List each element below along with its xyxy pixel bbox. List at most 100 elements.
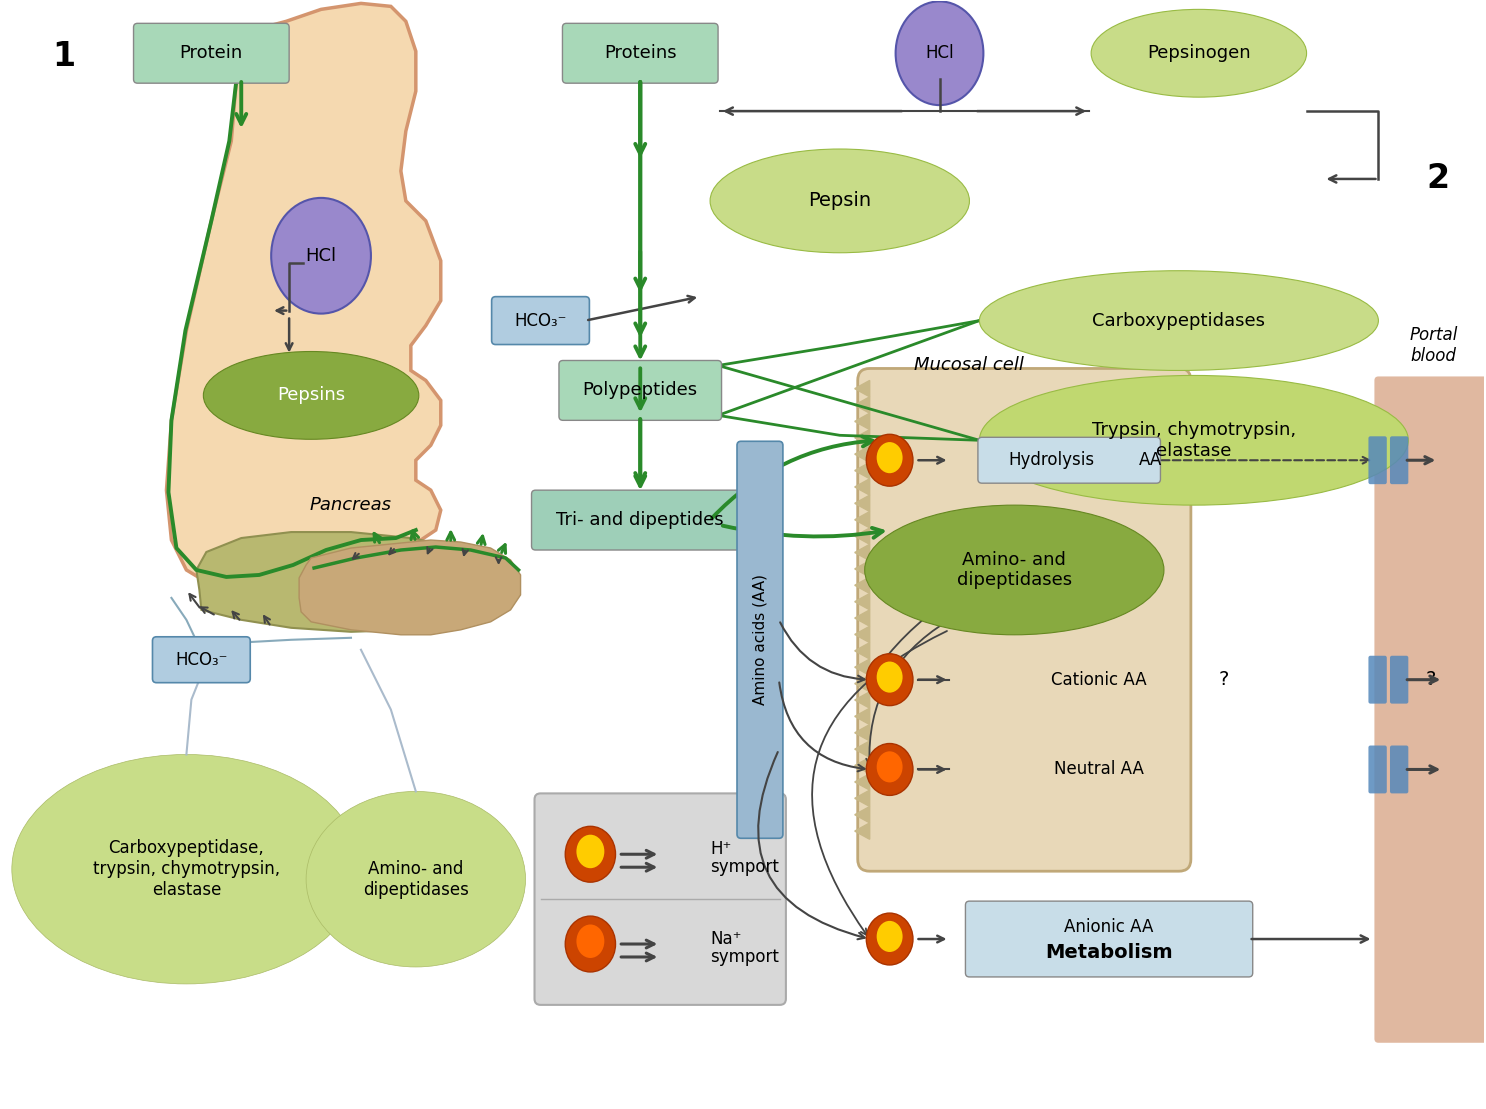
- Text: Tri- and dipeptides: Tri- and dipeptides: [556, 511, 724, 529]
- Polygon shape: [299, 540, 520, 634]
- Text: ?: ?: [1219, 670, 1229, 689]
- Polygon shape: [854, 545, 869, 561]
- FancyBboxPatch shape: [492, 296, 590, 345]
- Ellipse shape: [270, 197, 372, 314]
- Text: symport: symport: [710, 948, 779, 966]
- Text: 2: 2: [1427, 162, 1450, 195]
- Text: Amino acids (AA): Amino acids (AA): [752, 574, 767, 705]
- FancyBboxPatch shape: [563, 23, 718, 83]
- Text: HCl: HCl: [926, 44, 954, 62]
- Text: ?: ?: [1425, 670, 1435, 689]
- Polygon shape: [854, 577, 869, 593]
- Polygon shape: [854, 414, 869, 429]
- Polygon shape: [166, 3, 441, 588]
- FancyBboxPatch shape: [559, 360, 722, 420]
- FancyBboxPatch shape: [532, 490, 749, 550]
- Ellipse shape: [1091, 9, 1306, 98]
- Ellipse shape: [877, 920, 902, 952]
- Polygon shape: [854, 724, 869, 741]
- FancyBboxPatch shape: [1369, 745, 1386, 793]
- Polygon shape: [854, 610, 869, 627]
- Text: HCl: HCl: [306, 246, 337, 265]
- FancyBboxPatch shape: [1369, 655, 1386, 703]
- Ellipse shape: [979, 271, 1379, 370]
- Ellipse shape: [866, 743, 912, 795]
- Text: Hydrolysis: Hydrolysis: [1008, 451, 1094, 469]
- Polygon shape: [854, 790, 869, 806]
- Ellipse shape: [865, 505, 1164, 634]
- FancyBboxPatch shape: [737, 441, 783, 838]
- Text: Anionic AA: Anionic AA: [1064, 918, 1153, 936]
- Text: Polypeptides: Polypeptides: [583, 381, 698, 399]
- Text: symport: symport: [710, 858, 779, 876]
- Polygon shape: [854, 446, 869, 462]
- Text: Pepsinogen: Pepsinogen: [1147, 44, 1251, 62]
- Text: Carboxypeptidases: Carboxypeptidases: [1092, 312, 1266, 329]
- Ellipse shape: [12, 754, 361, 984]
- Polygon shape: [854, 397, 869, 414]
- Text: Cationic AA: Cationic AA: [1051, 671, 1147, 689]
- Polygon shape: [854, 774, 869, 790]
- FancyBboxPatch shape: [1389, 655, 1409, 703]
- Polygon shape: [854, 593, 869, 610]
- Text: Amino- and
dipeptidases: Amino- and dipeptidases: [957, 550, 1071, 589]
- Ellipse shape: [877, 442, 902, 474]
- Polygon shape: [854, 627, 869, 642]
- Polygon shape: [854, 709, 869, 724]
- Text: H⁺: H⁺: [710, 841, 731, 858]
- FancyBboxPatch shape: [857, 368, 1190, 872]
- Text: Amino- and
dipeptidases: Amino- and dipeptidases: [363, 859, 468, 898]
- Polygon shape: [854, 479, 869, 495]
- Text: Pepsins: Pepsins: [276, 386, 345, 405]
- FancyBboxPatch shape: [153, 637, 250, 683]
- Polygon shape: [854, 528, 869, 545]
- FancyBboxPatch shape: [1375, 376, 1486, 1042]
- Text: Carboxypeptidase,
trypsin, chymotrypsin,
elastase: Carboxypeptidase, trypsin, chymotrypsin,…: [92, 840, 279, 899]
- Text: Na⁺: Na⁺: [710, 930, 742, 948]
- Polygon shape: [854, 692, 869, 709]
- Text: Neutral AA: Neutral AA: [1054, 761, 1144, 779]
- Polygon shape: [854, 659, 869, 675]
- Text: Protein: Protein: [180, 44, 242, 62]
- Polygon shape: [854, 675, 869, 692]
- Polygon shape: [854, 495, 869, 511]
- FancyBboxPatch shape: [966, 902, 1253, 977]
- Ellipse shape: [565, 916, 615, 971]
- Ellipse shape: [866, 435, 912, 486]
- Ellipse shape: [565, 826, 615, 882]
- Polygon shape: [854, 380, 869, 397]
- Polygon shape: [854, 429, 869, 446]
- Polygon shape: [854, 561, 869, 577]
- Polygon shape: [196, 532, 511, 632]
- Ellipse shape: [866, 653, 912, 705]
- FancyBboxPatch shape: [134, 23, 290, 83]
- FancyBboxPatch shape: [1389, 745, 1409, 793]
- Text: Proteins: Proteins: [603, 44, 676, 62]
- Text: Metabolism: Metabolism: [1045, 944, 1172, 963]
- Polygon shape: [854, 741, 869, 757]
- Polygon shape: [854, 462, 869, 479]
- Polygon shape: [854, 642, 869, 659]
- Text: Pancreas: Pancreas: [311, 496, 392, 515]
- Ellipse shape: [577, 925, 605, 958]
- Polygon shape: [854, 806, 869, 823]
- Ellipse shape: [896, 1, 984, 105]
- Ellipse shape: [877, 751, 902, 783]
- Text: HCO₃⁻: HCO₃⁻: [175, 651, 227, 669]
- Text: HCO₃⁻: HCO₃⁻: [514, 312, 566, 329]
- Polygon shape: [854, 511, 869, 528]
- Text: Pepsin: Pepsin: [808, 192, 871, 211]
- Text: Trypsin, chymotrypsin,
elastase: Trypsin, chymotrypsin, elastase: [1092, 421, 1296, 460]
- Polygon shape: [854, 757, 869, 774]
- Text: Mucosal cell: Mucosal cell: [914, 356, 1024, 375]
- Ellipse shape: [866, 913, 912, 965]
- FancyBboxPatch shape: [1369, 436, 1386, 485]
- FancyBboxPatch shape: [978, 437, 1161, 484]
- FancyBboxPatch shape: [535, 793, 786, 1005]
- Ellipse shape: [577, 835, 605, 868]
- Ellipse shape: [979, 376, 1409, 505]
- Text: 1: 1: [52, 40, 76, 73]
- Ellipse shape: [306, 792, 526, 967]
- Ellipse shape: [710, 149, 969, 253]
- FancyBboxPatch shape: [1389, 436, 1409, 485]
